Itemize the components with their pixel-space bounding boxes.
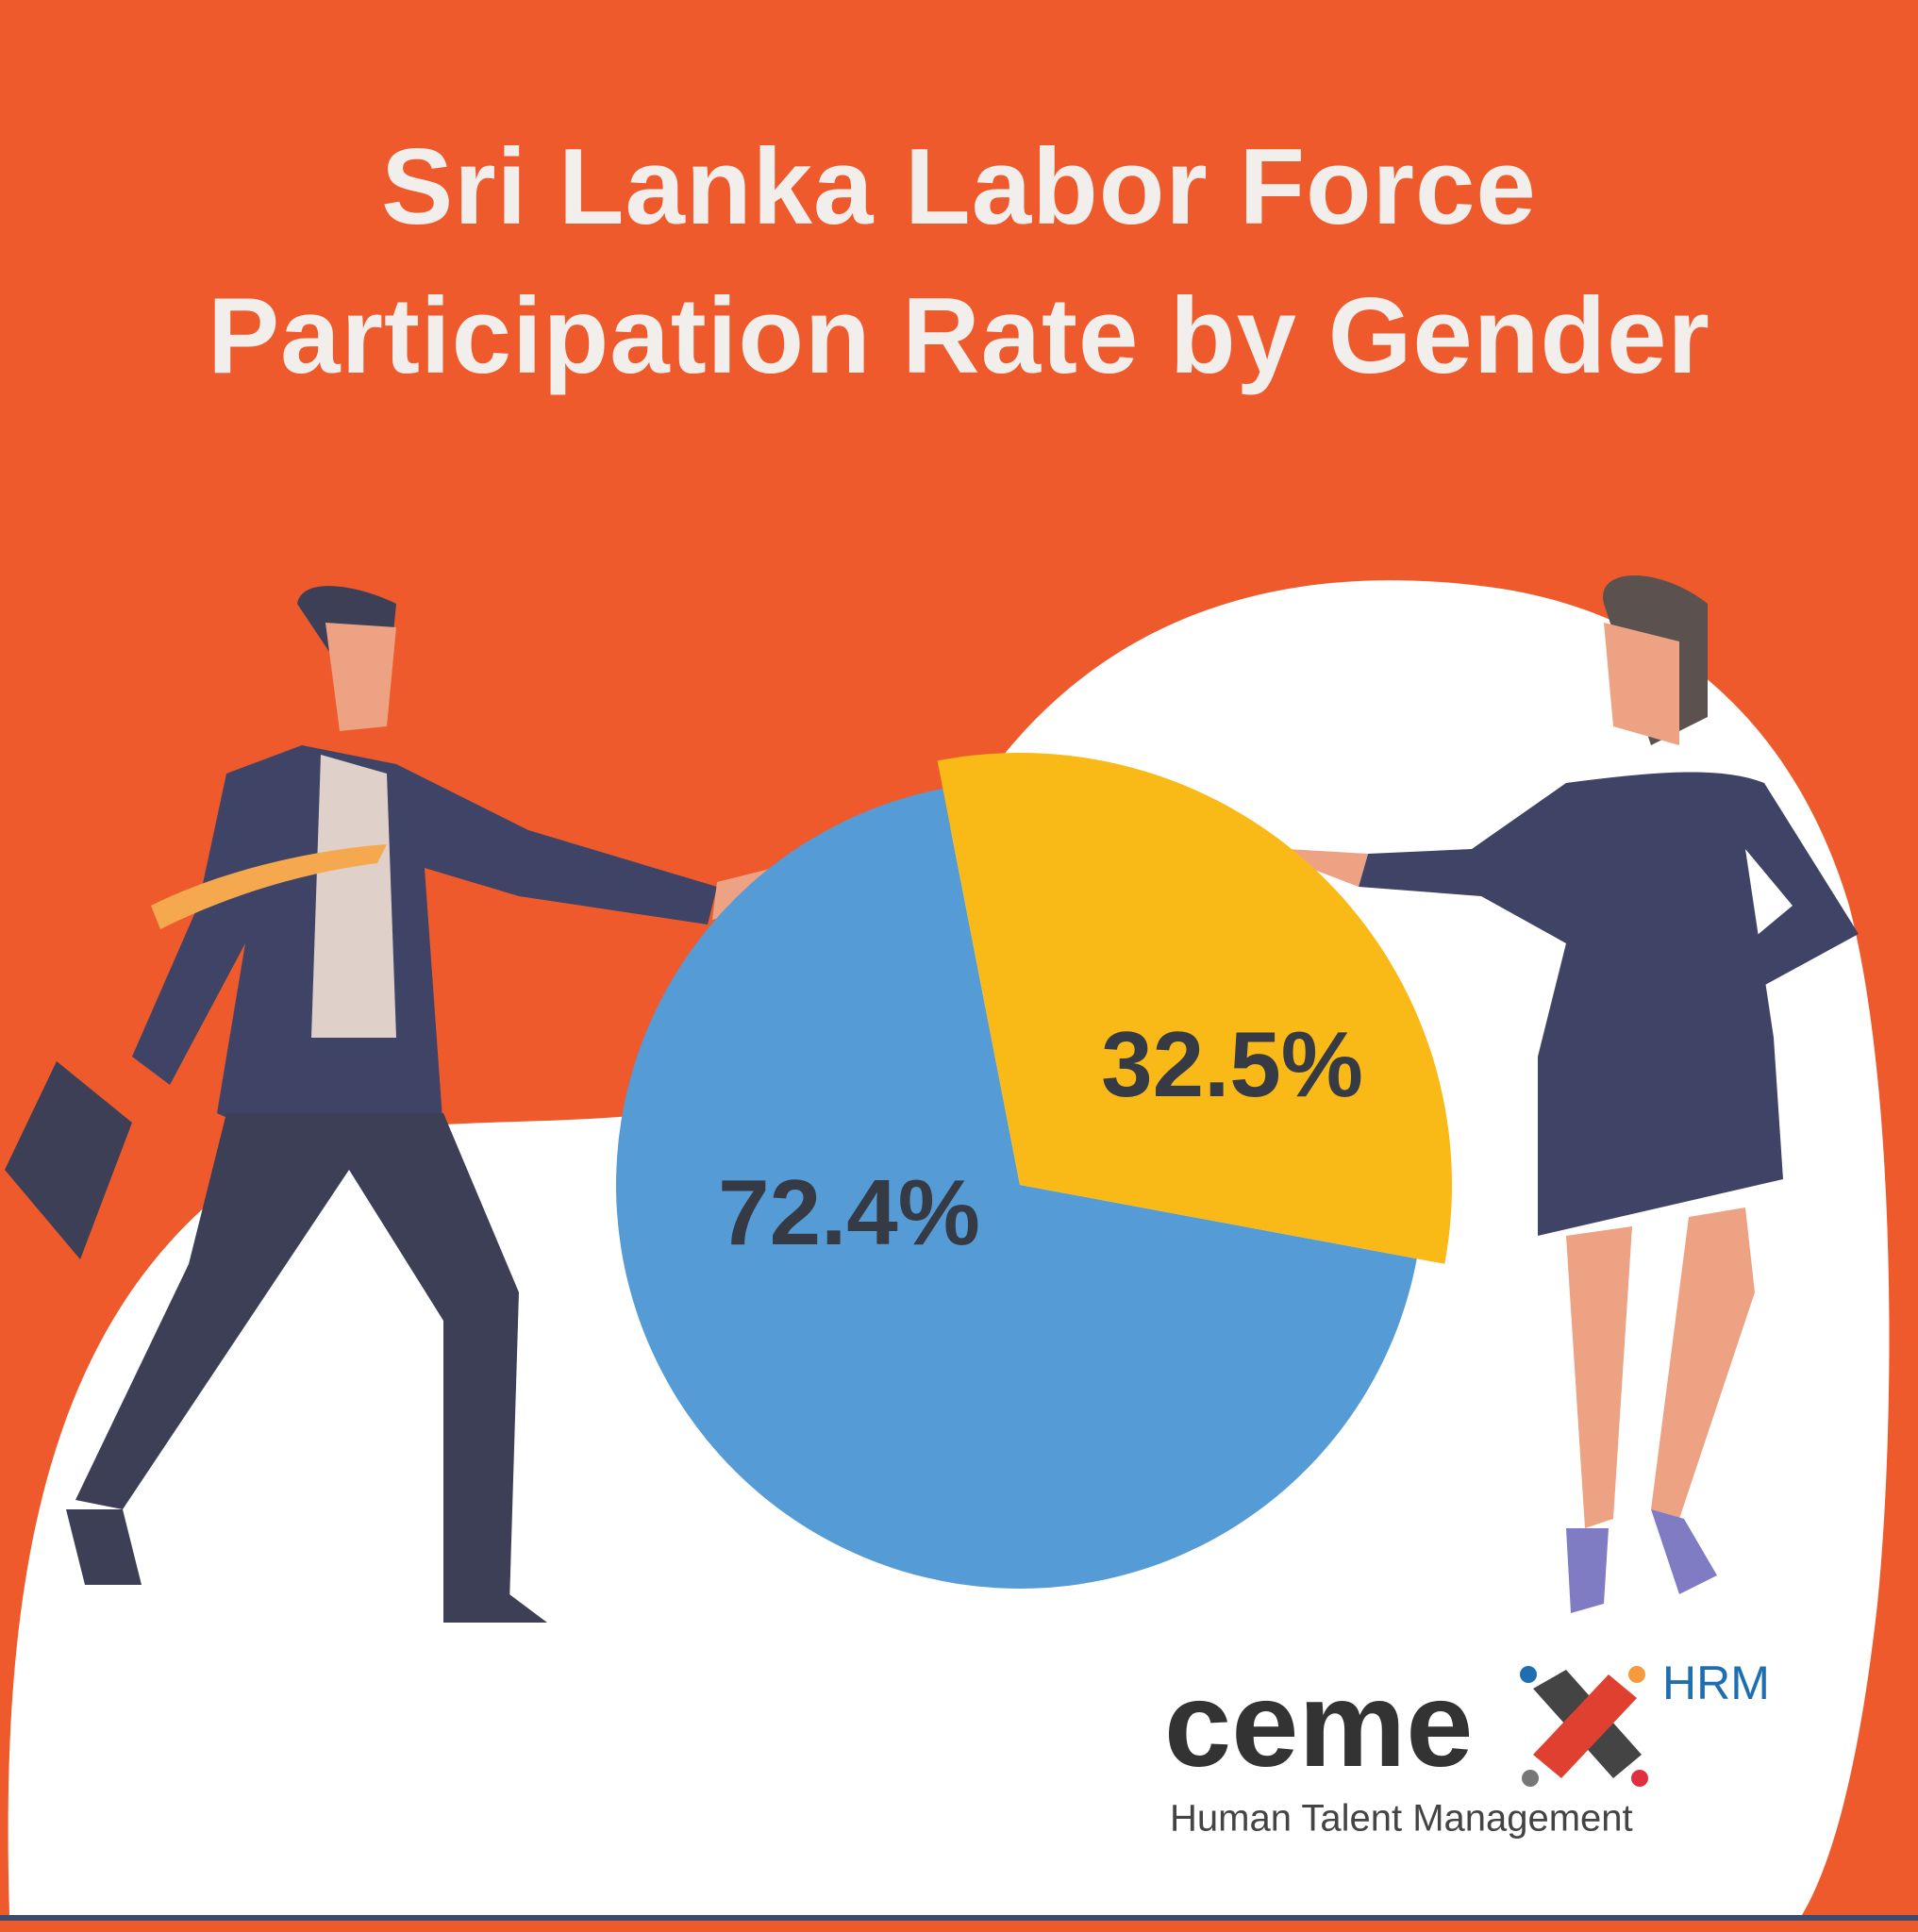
pie-slice (937, 752, 1453, 1264)
value-label: 32.5% (1101, 1012, 1363, 1116)
woman-figure (1288, 575, 1859, 1613)
chart-title: Sri Lanka Labor Force Participation Rate… (208, 127, 1710, 396)
bottom-rule (0, 1915, 1918, 1921)
logo-mark (1520, 1666, 1648, 1787)
logo-badge: HRM (1662, 1657, 1770, 1709)
pie-slice (615, 788, 1417, 1589)
logo-wordmark: ceme (1164, 1657, 1473, 1792)
logo-tagline: Human Talent Management (1170, 1798, 1633, 1840)
value-label: 72.4% (718, 1160, 980, 1264)
